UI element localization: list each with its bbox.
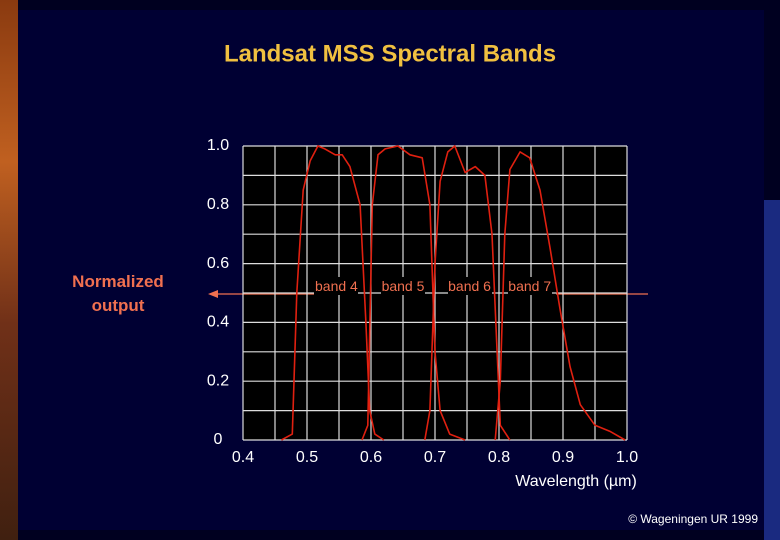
band-label: band 5 [381,277,425,295]
band-label: band 4 [314,277,359,295]
y-tick-label: 0.6 [207,255,229,272]
y-tick-label: 0 [214,431,223,448]
copyright: © Wageningen UR 1999 [628,512,758,526]
x-tick-label: 0.8 [488,449,510,466]
y-tick-label: 1.0 [207,137,229,154]
arrow-head [208,290,218,298]
x-tick-label: 0.7 [424,449,446,466]
y-tick-label: 0.4 [207,314,229,331]
x-tick-label: 0.4 [232,449,254,466]
x-tick-label: 0.6 [360,449,382,466]
y-tick-label: 0.8 [207,196,229,213]
band-label: band 7 [507,277,552,295]
left-strip [0,0,18,540]
band-curve [361,145,466,441]
band-curve [494,151,626,441]
y-axis-label: Normalized output [72,272,164,315]
x-tick-label: 0.9 [552,449,574,466]
band-label: band 6 [447,277,492,295]
x-tick-label: 1.0 [616,449,638,466]
y-tick-label: 0.2 [207,372,229,389]
x-axis-label: Wavelength (µm) [515,473,637,490]
right-strip [764,200,780,540]
chart-title: Landsat MSS Spectral Bands [224,40,556,67]
band-curve [424,145,511,441]
x-tick-label: 0.5 [296,449,318,466]
